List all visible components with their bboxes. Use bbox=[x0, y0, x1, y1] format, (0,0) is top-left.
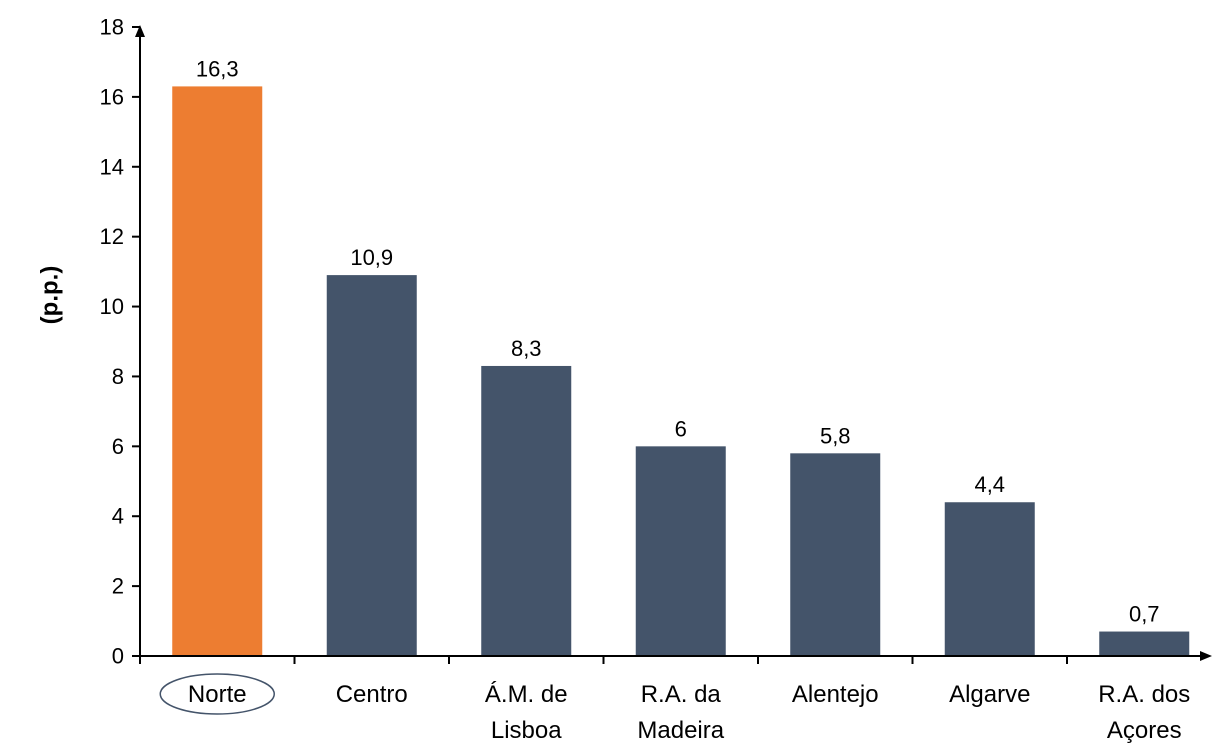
x-tick-label: R.A. dos Açores bbox=[1098, 681, 1190, 744]
x-tick-label: Norte bbox=[188, 681, 247, 708]
y-tick-label: 12 bbox=[100, 224, 124, 249]
data-label: 8,3 bbox=[511, 336, 542, 361]
x-tick-label: Centro bbox=[336, 681, 408, 708]
x-tick-label: R.A. da Madeira bbox=[637, 681, 724, 744]
y-tick-label: 14 bbox=[100, 154, 124, 179]
y-axis-label: (p.p.) bbox=[37, 266, 64, 325]
data-label: 4,4 bbox=[974, 472, 1005, 497]
bar-6 bbox=[944, 502, 1035, 656]
x-tick-label: Á.M. de Lisboa bbox=[485, 681, 568, 744]
bar-2 bbox=[326, 275, 417, 656]
y-tick-label: 8 bbox=[112, 364, 124, 389]
bar-1 bbox=[172, 86, 263, 656]
bar-4 bbox=[635, 446, 726, 656]
labels-group: 16,3 10,9 8,3 6 5,8 4,4 0,7 0 2 4 6 8 10 12 14 16 18 Nort… bbox=[100, 15, 1191, 745]
y-tick-label: 2 bbox=[112, 574, 124, 599]
bar-3 bbox=[481, 365, 572, 656]
bar-7 bbox=[1099, 631, 1190, 656]
highlight-ellipse bbox=[159, 673, 275, 715]
data-label: 0,7 bbox=[1129, 602, 1160, 627]
y-tick-label: 0 bbox=[112, 644, 124, 669]
bars-group bbox=[172, 86, 1190, 656]
x-tick-label: Algarve bbox=[949, 681, 1030, 708]
data-label: 6 bbox=[675, 416, 687, 441]
data-label: 16,3 bbox=[196, 56, 239, 81]
axes-group bbox=[132, 25, 1212, 715]
data-label: 10,9 bbox=[350, 245, 393, 270]
y-tick-label: 10 bbox=[100, 294, 124, 319]
data-label: 5,8 bbox=[820, 423, 851, 448]
y-tick-label: 6 bbox=[112, 434, 124, 459]
x-tick-label: Alentejo bbox=[792, 681, 879, 708]
y-tick-label: 4 bbox=[112, 504, 124, 529]
x-axis-arrow bbox=[1200, 651, 1212, 661]
y-axis-arrow bbox=[135, 25, 145, 37]
bar-5 bbox=[790, 453, 881, 656]
y-tick-label: 18 bbox=[100, 15, 124, 40]
y-tick-label: 16 bbox=[100, 84, 124, 109]
